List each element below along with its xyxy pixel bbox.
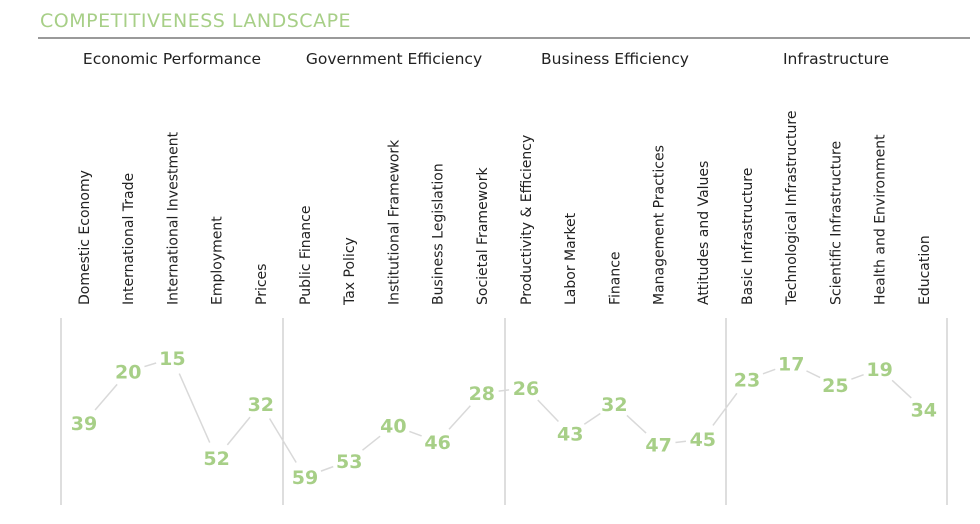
line-segment — [409, 430, 422, 437]
line-segment — [675, 440, 687, 444]
data-label: 26 — [513, 378, 539, 400]
data-label: 46 — [424, 432, 450, 454]
data-label: 34 — [911, 399, 937, 421]
line-segment — [178, 373, 211, 443]
group-label: Government Efficiency — [306, 50, 482, 68]
data-label: 20 — [115, 362, 141, 384]
category-label: Tax Policy — [342, 237, 358, 306]
line-segment — [94, 383, 118, 411]
line-segment — [226, 416, 251, 446]
category-label: International Investment — [165, 131, 181, 305]
line-segment — [498, 389, 510, 392]
category-label: Basic Infrastructure — [740, 168, 756, 305]
line-segment — [806, 370, 821, 379]
data-label: 45 — [690, 429, 716, 451]
group-label: Infrastructure — [783, 50, 889, 68]
data-label: 43 — [557, 424, 583, 446]
category-label: Attitudes and Values — [696, 161, 712, 305]
category-label: Health and Environment — [873, 134, 889, 305]
category-label: Education — [917, 235, 933, 305]
data-label: 19 — [866, 359, 892, 381]
category-label: Productivity & Efficiency — [519, 135, 535, 305]
data-label: 32 — [248, 394, 274, 416]
category-label: Societal Framework — [475, 167, 491, 305]
line-segment — [583, 412, 601, 425]
line-segment — [144, 362, 157, 368]
line-segment — [762, 368, 776, 375]
category-label: Public Finance — [298, 206, 314, 305]
category-label: Domestic Economy — [77, 170, 93, 305]
line-segment — [626, 414, 647, 434]
group-label: Economic Performance — [83, 50, 261, 68]
line-segment — [712, 392, 738, 426]
data-label: 23 — [734, 370, 760, 392]
data-label: 53 — [336, 451, 362, 473]
category-label: Institutional Framework — [386, 139, 402, 305]
line-segment — [537, 399, 559, 422]
chart-title: COMPETITIVENESS LANDSCAPE — [40, 10, 352, 32]
data-label: 47 — [645, 435, 671, 457]
data-label: 39 — [71, 413, 97, 435]
line-segment — [362, 435, 381, 451]
group-label: Business Efficiency — [541, 50, 689, 68]
line-segment — [851, 373, 864, 380]
line-segment — [891, 379, 912, 399]
category-label: Scientific Infrastructure — [828, 141, 844, 305]
category-label: International Trade — [121, 173, 137, 305]
line-segment — [448, 405, 471, 430]
data-label: 25 — [822, 375, 848, 397]
data-label: 15 — [159, 348, 185, 370]
data-label: 59 — [292, 467, 318, 489]
category-label: Technological Infrastructure — [784, 111, 800, 306]
category-label: Finance — [607, 251, 623, 305]
title-underline — [38, 37, 970, 39]
line-segment — [320, 465, 334, 472]
category-label: Business Legislation — [431, 163, 447, 305]
category-label: Management Practices — [652, 145, 668, 305]
data-label: 32 — [601, 394, 627, 416]
line-segment — [268, 418, 297, 463]
category-label: Labor Market — [563, 212, 579, 305]
data-label: 17 — [778, 353, 804, 375]
data-label: 52 — [203, 448, 229, 470]
category-label: Employment — [210, 216, 226, 305]
data-label: 40 — [380, 416, 406, 438]
data-label: 28 — [469, 383, 495, 405]
category-label: Prices — [254, 264, 270, 305]
